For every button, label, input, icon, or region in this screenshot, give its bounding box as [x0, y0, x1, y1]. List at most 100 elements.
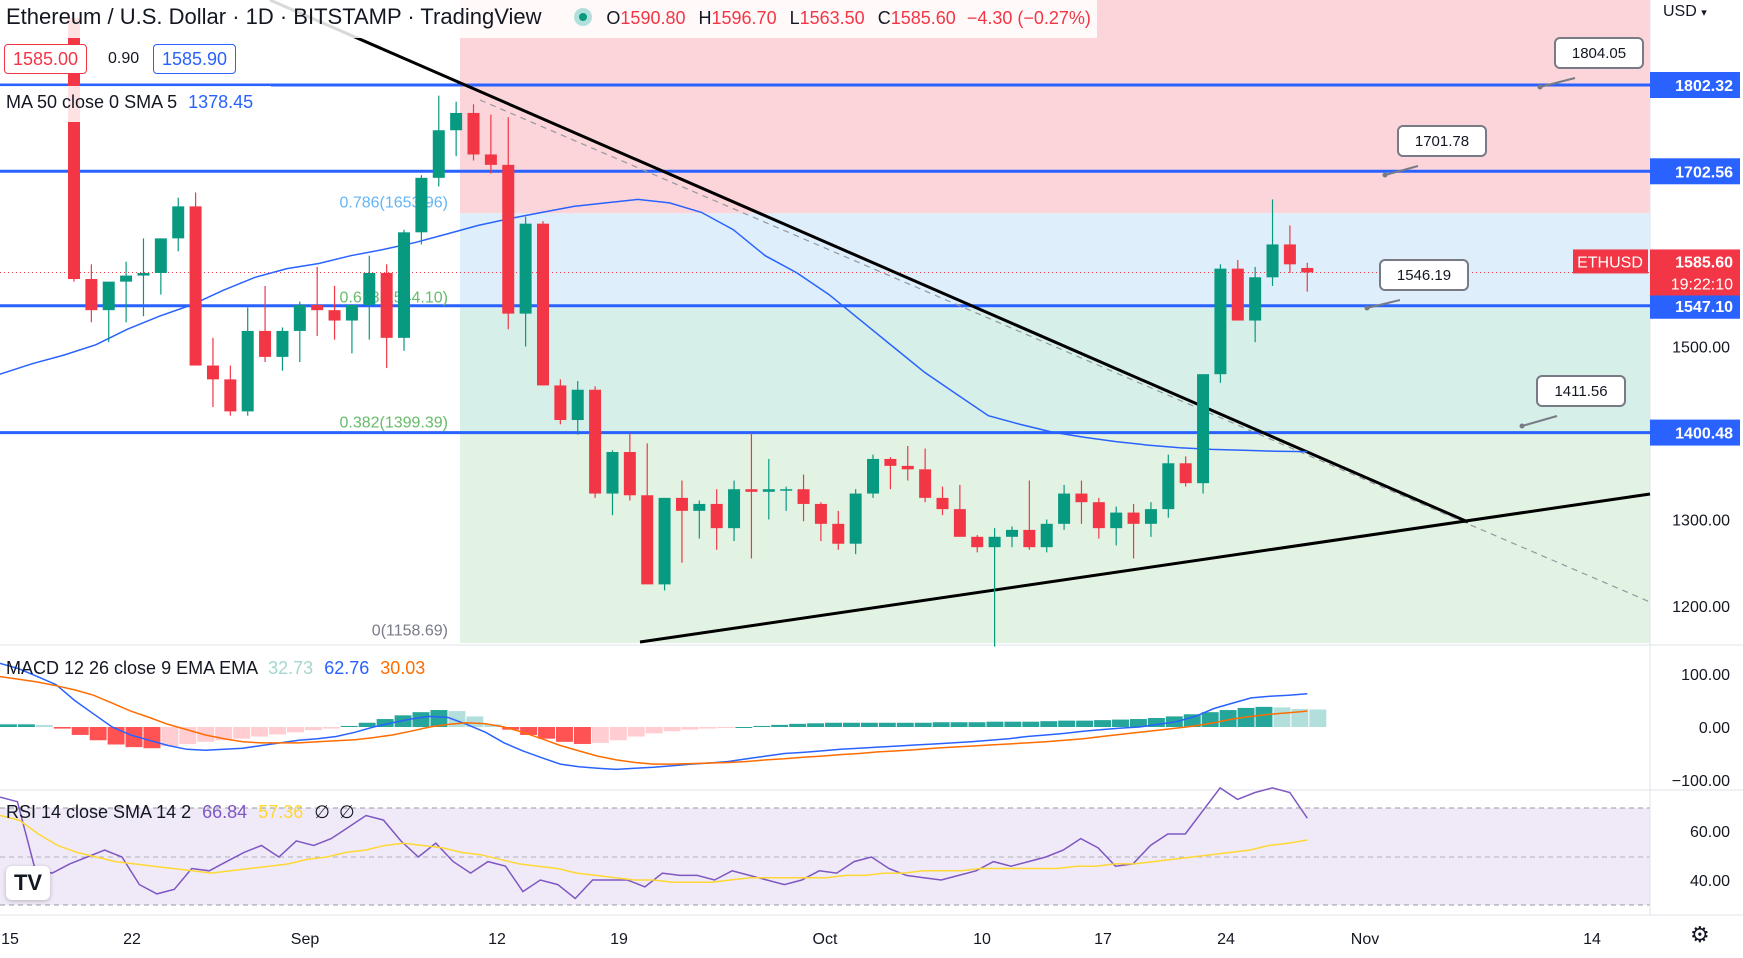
candle[interactable] [363, 255, 376, 340]
candle[interactable] [398, 229, 411, 351]
candle[interactable] [380, 264, 393, 369]
macd-legend[interactable]: MACD 12 26 close 9 EMA EMA 32.73 62.76 3… [6, 658, 425, 679]
candle[interactable] [988, 528, 1001, 647]
candle[interactable] [415, 175, 428, 245]
level-price-tag[interactable]: 1702.56 [1650, 158, 1740, 185]
trend-lines[interactable] [269, 0, 1651, 644]
candle[interactable] [1023, 480, 1036, 550]
time-axis[interactable]: 15 22 Sep 12 19 Oct 10 17 24 Nov 14 [1, 931, 1601, 948]
candle[interactable] [172, 197, 185, 252]
tradingview-logo[interactable]: TV [6, 866, 50, 900]
settings-gear-icon[interactable]: ⚙ [1690, 922, 1710, 947]
candle[interactable] [867, 454, 880, 498]
price-callout[interactable]: 1411.56 [1519, 375, 1626, 429]
candle[interactable] [849, 489, 862, 555]
candle[interactable] [1110, 506, 1123, 546]
candle[interactable] [1058, 484, 1071, 530]
candles[interactable] [68, 17, 1314, 647]
candle[interactable] [276, 327, 289, 371]
candle[interactable] [780, 486, 793, 511]
candle[interactable] [1214, 264, 1227, 383]
candle[interactable] [919, 448, 932, 503]
candle[interactable] [641, 443, 654, 585]
candle[interactable] [936, 486, 949, 516]
candle[interactable] [745, 433, 758, 559]
candle[interactable] [1301, 262, 1314, 292]
candle[interactable] [502, 117, 515, 330]
candle[interactable] [1249, 266, 1262, 343]
rsi-legend[interactable]: RSI 14 close SMA 14 2 66.84 57.36 ∅ ∅ [6, 802, 355, 823]
candle[interactable] [120, 261, 133, 323]
candle[interactable] [224, 365, 237, 416]
candle[interactable] [710, 489, 723, 550]
candle[interactable] [658, 497, 671, 591]
level-price-tag[interactable]: 1802.32 [1650, 71, 1740, 98]
candle[interactable] [1005, 526, 1018, 548]
candle[interactable] [137, 238, 150, 317]
candle[interactable] [1162, 454, 1175, 518]
candle[interactable] [484, 114, 497, 174]
price-callout[interactable]: 1701.78 [1382, 125, 1487, 178]
candle[interactable] [1266, 199, 1279, 286]
candle[interactable] [259, 285, 272, 363]
candle[interactable] [728, 480, 741, 542]
buy-button[interactable]: 1585.90 [153, 44, 237, 74]
candle[interactable] [832, 510, 845, 550]
candle[interactable] [154, 238, 167, 295]
ma-legend[interactable]: MA 50 close 0 SMA 5 1378.45 [0, 86, 271, 122]
candle[interactable] [554, 379, 567, 425]
candle[interactable] [797, 474, 810, 522]
candle[interactable] [623, 433, 636, 501]
price-axis[interactable]: 1200.001300.001500.001600.001802.321702.… [1573, 71, 1740, 890]
candle[interactable] [102, 281, 115, 343]
level-price-tag[interactable]: 1400.48 [1650, 419, 1740, 446]
candle[interactable] [328, 285, 341, 340]
price-callout[interactable]: 1804.05 [1537, 37, 1644, 90]
candle[interactable] [467, 104, 480, 161]
candle[interactable] [1127, 503, 1140, 559]
candle[interactable] [571, 381, 584, 435]
candle[interactable] [536, 221, 549, 386]
last-price-tag[interactable]: 1585.60 19:22:10 [1650, 249, 1740, 296]
candle[interactable] [693, 500, 706, 539]
candle[interactable] [1075, 480, 1088, 524]
candle[interactable] [971, 535, 984, 553]
candle[interactable] [589, 386, 602, 498]
candle[interactable] [1197, 374, 1210, 494]
candle[interactable] [814, 502, 827, 542]
candle[interactable] [345, 304, 358, 354]
candle[interactable] [1092, 497, 1105, 539]
candle[interactable] [519, 216, 532, 347]
candle[interactable] [206, 337, 219, 408]
candle[interactable] [85, 264, 98, 323]
currency-selector[interactable]: USD ▾ [1663, 3, 1707, 21]
price-callout[interactable]: 1546.19 [1364, 259, 1469, 311]
candle[interactable] [953, 484, 966, 537]
price-callouts[interactable]: 1804.05 1701.78 1546.19 1411.56 [1364, 37, 1644, 429]
candle[interactable] [189, 192, 202, 366]
candle[interactable] [1231, 260, 1244, 321]
candle[interactable] [1283, 225, 1296, 273]
candle[interactable] [884, 457, 897, 490]
last-price-text: 1585.60 [1675, 254, 1733, 271]
candle[interactable] [450, 101, 463, 157]
candle[interactable] [1040, 519, 1053, 553]
candle[interactable] [1179, 456, 1192, 487]
candle[interactable] [1144, 502, 1157, 537]
level-price-tag[interactable]: 1547.10 [1650, 292, 1740, 319]
symbol-tag[interactable]: ETHUSD [1573, 249, 1648, 274]
candle[interactable] [675, 480, 688, 563]
candle[interactable] [762, 458, 775, 520]
candle[interactable] [241, 307, 254, 416]
symbol-title[interactable]: Ethereum / U.S. Dollar · 1D · BITSTAMP ·… [6, 4, 542, 29]
ascending-trendline[interactable] [639, 492, 1651, 644]
sell-button[interactable]: 1585.00 [4, 44, 88, 74]
candle[interactable] [293, 301, 306, 363]
candle[interactable] [901, 445, 914, 481]
candle[interactable] [432, 95, 445, 187]
descending-trendline[interactable] [269, 0, 1469, 524]
candle[interactable] [606, 450, 619, 516]
candle[interactable] [311, 266, 324, 337]
